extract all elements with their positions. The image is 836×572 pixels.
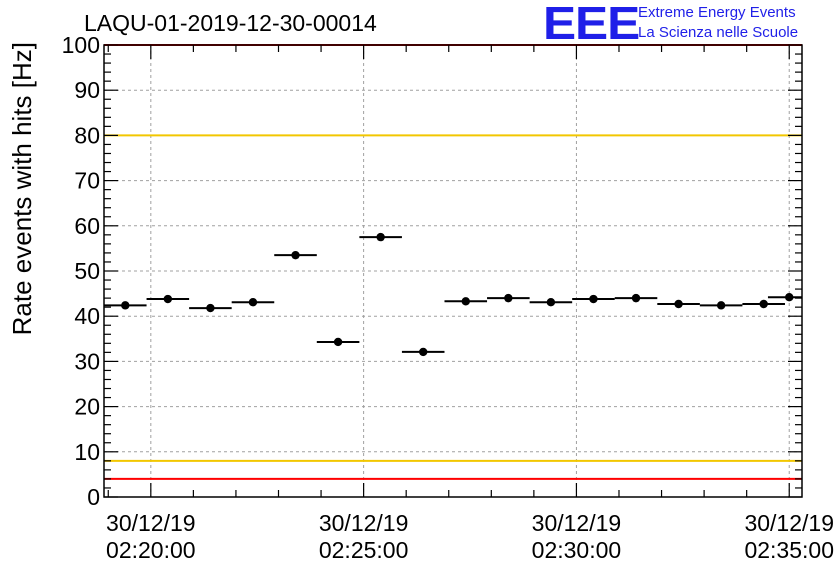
x-tick-label-time: 02:25:00 bbox=[319, 537, 409, 563]
chart-title: LAQU-01-2019-12-30-00014 bbox=[84, 10, 377, 36]
data-series bbox=[104, 232, 802, 357]
data-point bbox=[759, 299, 768, 309]
x-tick-label-date: 30/12/19 bbox=[532, 510, 622, 536]
y-tick-label: 80 bbox=[74, 122, 100, 148]
data-point bbox=[291, 250, 300, 260]
x-tick-label-time: 02:35:00 bbox=[744, 537, 834, 563]
y-tick-label: 100 bbox=[62, 32, 100, 58]
y-axis-label: Rate events with hits [Hz] bbox=[7, 42, 37, 335]
y-tick-label: 70 bbox=[74, 168, 100, 194]
x-tick-label-date: 30/12/19 bbox=[106, 510, 196, 536]
axis-labels: 010203040506070809010030/12/1902:20:0030… bbox=[7, 32, 834, 563]
grid bbox=[104, 45, 802, 497]
y-tick-label: 60 bbox=[74, 213, 100, 239]
data-point bbox=[163, 294, 173, 304]
data-point bbox=[206, 303, 215, 313]
data-point bbox=[376, 232, 385, 242]
data-point bbox=[248, 297, 258, 307]
y-tick-label: 20 bbox=[74, 394, 100, 420]
y-tick-label: 10 bbox=[74, 439, 100, 465]
data-point bbox=[461, 297, 470, 306]
x-tick-label-date: 30/12/19 bbox=[744, 510, 834, 536]
data-point bbox=[121, 301, 130, 310]
logo-line-2: La Scienza nelle Scuole bbox=[638, 24, 799, 41]
data-point bbox=[631, 293, 641, 303]
data-point bbox=[504, 293, 513, 303]
data-point bbox=[785, 293, 794, 302]
x-tick-label-time: 02:30:00 bbox=[532, 537, 622, 563]
eee-logo-mark: EEE bbox=[543, 0, 640, 49]
data-point bbox=[333, 337, 343, 347]
reference-lines bbox=[104, 44, 802, 480]
plot-frame bbox=[103, 44, 803, 498]
y-tick-label: 40 bbox=[74, 303, 100, 329]
x-tick-label-date: 30/12/19 bbox=[319, 510, 409, 536]
data-point bbox=[716, 301, 726, 310]
y-tick-label: 0 bbox=[87, 484, 100, 510]
logo-line-1: Extreme Energy Events bbox=[638, 4, 796, 21]
data-point bbox=[674, 299, 683, 309]
x-tick-label-time: 02:20:00 bbox=[106, 537, 196, 563]
y-tick-label: 50 bbox=[74, 258, 100, 284]
data-point bbox=[589, 294, 598, 304]
data-point bbox=[419, 347, 428, 357]
data-point bbox=[546, 297, 556, 307]
y-tick-label: 30 bbox=[74, 348, 100, 374]
eee-logo: EEE Extreme Energy Events La Scienza nel… bbox=[543, 0, 833, 49]
y-tick-label: 90 bbox=[74, 77, 100, 103]
